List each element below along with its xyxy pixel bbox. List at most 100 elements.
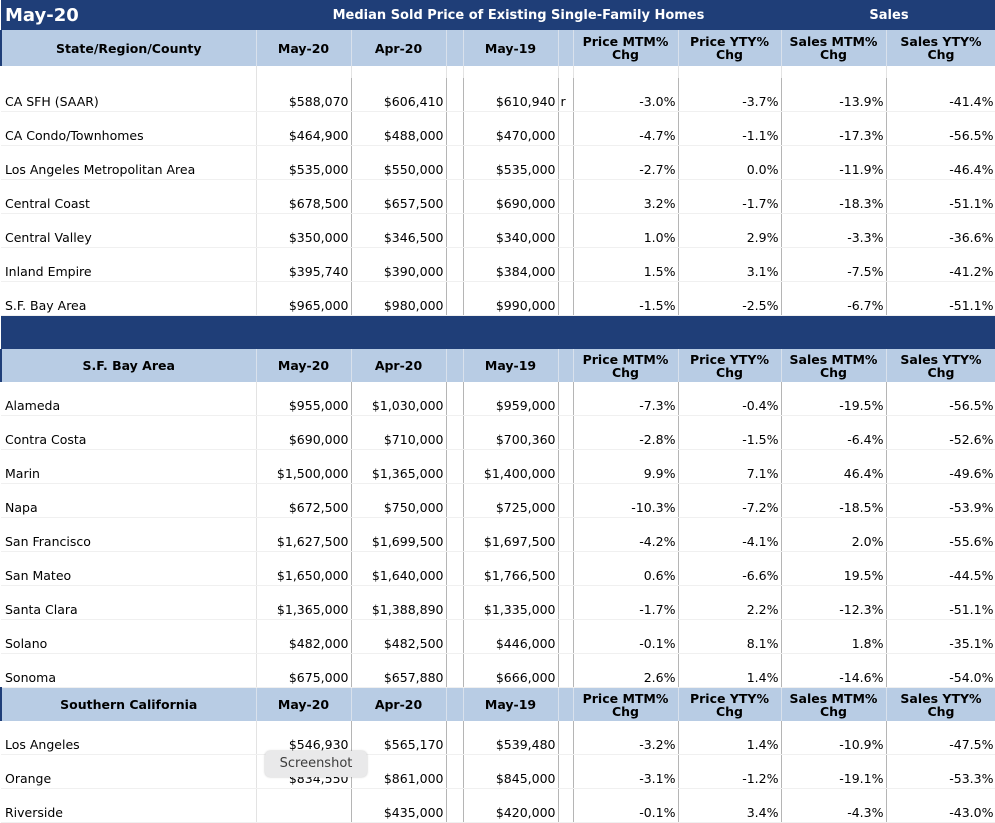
price-yty-chg: 2.2% <box>678 586 781 620</box>
sales-yty-chg: -55.6% <box>886 518 995 552</box>
col-may19-header: May-19 <box>463 688 558 722</box>
revision-flag <box>558 721 573 755</box>
price-mtm-chg: -7.3% <box>573 382 678 416</box>
price-yty-chg: 8.1% <box>678 620 781 654</box>
table-row[interactable]: San Francisco$1,627,500$1,699,500$1,697,… <box>1 518 995 552</box>
spacer-cell <box>446 66 463 78</box>
price-apr20: $657,880 <box>351 654 446 688</box>
table-row[interactable]: Riverside$435,000$420,000-0.1%3.4%-4.3%-… <box>1 789 995 823</box>
col-may20-header: May-20 <box>256 349 351 382</box>
price-yty-chg: -1.7% <box>678 180 781 214</box>
revision-flag <box>558 146 573 180</box>
sales-yty-chg: -49.6% <box>886 450 995 484</box>
revision-flag: r <box>558 78 573 112</box>
table-row[interactable]: Solano$482,000$482,500$446,000-0.1%8.1%1… <box>1 620 995 654</box>
col-sales-mtm-header: Sales MTM%Chg <box>781 349 886 382</box>
price-mtm-chg: -2.8% <box>573 416 678 450</box>
price-may19: $1,697,500 <box>463 518 558 552</box>
table-row[interactable]: CA Condo/Townhomes$464,900$488,000$470,0… <box>1 112 995 146</box>
sales-mtm-chg: 19.5% <box>781 552 886 586</box>
screenshot-toast[interactable]: Screenshot <box>265 751 367 777</box>
region-name: Santa Clara <box>1 586 256 620</box>
price-may20: $678,500 <box>256 180 351 214</box>
price-may19: $990,000 <box>463 282 558 316</box>
sales-yty-chg: -53.3% <box>886 755 995 789</box>
price-may19: $690,000 <box>463 180 558 214</box>
table-row[interactable]: Santa Clara$1,365,000$1,388,890$1,335,00… <box>1 586 995 620</box>
price-may19: $1,766,500 <box>463 552 558 586</box>
price-yty-chg: -0.4% <box>678 382 781 416</box>
table-row[interactable]: Los Angeles$546,930$565,170$539,480-3.2%… <box>1 721 995 755</box>
table-row[interactable]: Napa$672,500$750,000$725,000-10.3%-7.2%-… <box>1 484 995 518</box>
col-price-yty-header-line2: Chg <box>679 366 781 379</box>
col-sales-mtm-header-line1: Sales MTM% <box>782 692 886 705</box>
region-name: Central Coast <box>1 180 256 214</box>
region-name: Solano <box>1 620 256 654</box>
col-sales-mtm-header-line2: Chg <box>782 366 886 379</box>
sales-yty-chg: -54.0% <box>886 654 995 688</box>
spacer-cell <box>446 484 463 518</box>
col-sales-yty-header: Sales YTY%Chg <box>886 688 995 722</box>
price-may19: $666,000 <box>463 654 558 688</box>
col-price-yty-header-line1: Price YTY% <box>679 353 781 366</box>
price-apr20: $980,000 <box>351 282 446 316</box>
spacer-cell <box>573 66 678 78</box>
sales-mtm-chg: -19.1% <box>781 755 886 789</box>
table-row[interactable]: Los Angeles Metropolitan Area$535,000$55… <box>1 146 995 180</box>
price-apr20: $488,000 <box>351 112 446 146</box>
price-may19: $535,000 <box>463 146 558 180</box>
spacer-cell <box>256 66 351 78</box>
table-row[interactable]: Orange$834,550$861,000$845,000-3.1%-1.2%… <box>1 755 995 789</box>
col-may20-header: May-20 <box>256 688 351 722</box>
spacer-cell <box>781 66 886 78</box>
table-row[interactable]: Alameda$955,000$1,030,000$959,000-7.3%-0… <box>1 382 995 416</box>
section-band <box>1 316 995 350</box>
price-may20: $1,500,000 <box>256 450 351 484</box>
sales-mtm-chg: -10.9% <box>781 721 886 755</box>
col-price-yty-header: Price YTY%Chg <box>678 349 781 382</box>
price-may19: $959,000 <box>463 382 558 416</box>
price-may19: $470,000 <box>463 112 558 146</box>
sales-mtm-chg: -6.4% <box>781 416 886 450</box>
region-name: Inland Empire <box>1 248 256 282</box>
price-yty-chg: -1.2% <box>678 755 781 789</box>
revision-flag <box>558 450 573 484</box>
price-may20: $955,000 <box>256 382 351 416</box>
table-row[interactable]: Contra Costa$690,000$710,000$700,360-2.8… <box>1 416 995 450</box>
price-apr20: $606,410 <box>351 78 446 112</box>
price-yty-chg: 0.0% <box>678 146 781 180</box>
price-mtm-chg: -4.2% <box>573 518 678 552</box>
spacer-cell <box>446 382 463 416</box>
price-mtm-chg: -3.0% <box>573 78 678 112</box>
col-price-mtm-header: Price MTM%Chg <box>573 688 678 722</box>
revision-flag <box>558 382 573 416</box>
col-price-yty-header-line1: Price YTY% <box>679 692 781 705</box>
sales-mtm-chg: 2.0% <box>781 518 886 552</box>
spacer-cell <box>558 66 573 78</box>
spacer-cell <box>446 721 463 755</box>
section-label: S.F. Bay Area <box>1 349 256 382</box>
price-may19: $1,400,000 <box>463 450 558 484</box>
revision-flag <box>558 484 573 518</box>
price-may20: $1,365,000 <box>256 586 351 620</box>
price-apr20: $1,388,890 <box>351 586 446 620</box>
price-may19: $420,000 <box>463 789 558 823</box>
spacer-cell <box>446 518 463 552</box>
region-name: Orange <box>1 755 256 789</box>
price-yty-chg: 1.4% <box>678 654 781 688</box>
revision-flag <box>558 248 573 282</box>
spacer-cell <box>446 789 463 823</box>
spacer-cell <box>446 552 463 586</box>
sales-yty-chg: -51.1% <box>886 282 995 316</box>
table-row[interactable]: S.F. Bay Area$965,000$980,000$990,000-1.… <box>1 282 995 316</box>
price-yty-chg: -1.5% <box>678 416 781 450</box>
region-name: Central Valley <box>1 214 256 248</box>
